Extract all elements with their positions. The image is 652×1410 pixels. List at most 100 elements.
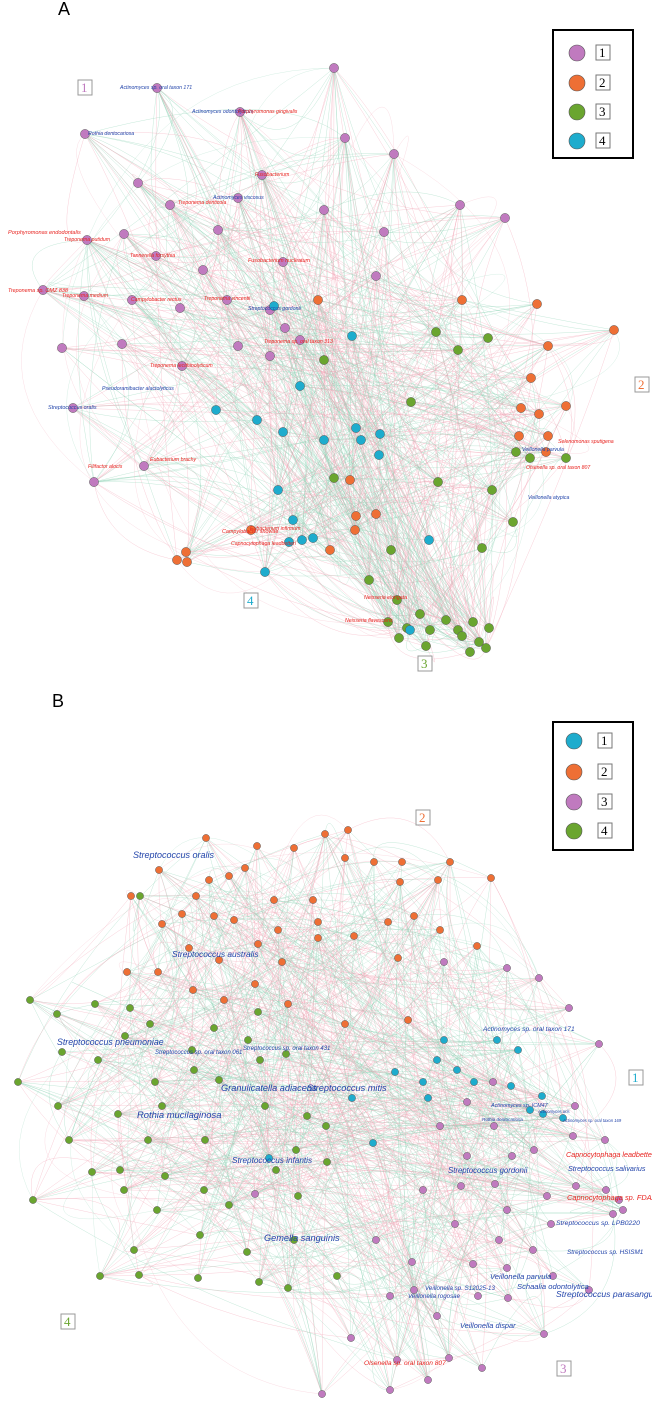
panel-a-species-label: Treponema medium bbox=[62, 293, 109, 299]
network-edge bbox=[130, 895, 220, 1081]
network-edge bbox=[93, 434, 520, 483]
network-edge bbox=[333, 67, 531, 459]
network-edge bbox=[204, 1097, 353, 1141]
network-edge bbox=[239, 111, 272, 573]
panel-a-node-purple bbox=[389, 149, 399, 159]
panel-b-node-purple bbox=[503, 964, 511, 972]
panel-b-node-purple bbox=[540, 1330, 548, 1338]
panel-a-species-label: Treponema denticola bbox=[178, 200, 226, 206]
network-edge bbox=[137, 895, 163, 1107]
svg-text:1: 1 bbox=[81, 80, 88, 95]
svg-text:1: 1 bbox=[632, 1070, 639, 1085]
panel-a-species-label: Treponema putidum bbox=[64, 237, 111, 243]
network-edge bbox=[143, 436, 325, 467]
network-edge bbox=[94, 921, 389, 1005]
network-edge bbox=[86, 239, 145, 467]
network-edge bbox=[138, 1274, 352, 1339]
network-edge bbox=[277, 345, 549, 491]
network-edge bbox=[156, 87, 400, 639]
network-edge bbox=[117, 1049, 519, 1115]
network-edge bbox=[32, 239, 88, 291]
network-edge bbox=[131, 299, 567, 459]
network-edge bbox=[323, 329, 615, 361]
network-edge bbox=[169, 204, 239, 347]
panel-b-species-label: Actinomyces sp. oral taxon 169 bbox=[562, 1118, 622, 1123]
network-edge bbox=[86, 239, 271, 311]
network-edge bbox=[155, 87, 178, 561]
panel-a-node-purple bbox=[80, 129, 90, 139]
network-edge bbox=[57, 1027, 215, 1107]
network-edge bbox=[97, 895, 197, 1061]
network-edge bbox=[360, 377, 532, 441]
panel-b-node-purple bbox=[609, 1210, 617, 1218]
network-edge bbox=[57, 879, 439, 1107]
panel-b-node-green bbox=[256, 1056, 264, 1064]
network-edge bbox=[456, 1069, 508, 1211]
network-edge bbox=[333, 67, 351, 481]
panel-b-node-orange bbox=[185, 944, 193, 952]
network-edge bbox=[130, 895, 483, 1369]
panel-b-node-purple bbox=[491, 1180, 499, 1188]
network-edge bbox=[61, 347, 325, 361]
network-edge bbox=[277, 929, 554, 1277]
network-edge bbox=[425, 929, 458, 1071]
network-edge bbox=[228, 875, 574, 1137]
network-edge bbox=[158, 869, 606, 1141]
network-edge bbox=[57, 895, 197, 1107]
panel-b-node-orange bbox=[123, 968, 131, 976]
panel-b-node-green bbox=[290, 1236, 298, 1244]
network-edge bbox=[469, 345, 549, 653]
network-edge bbox=[414, 451, 547, 615]
network-edge bbox=[254, 983, 479, 1297]
network-edge bbox=[466, 967, 512, 1157]
panel-b-node-orange bbox=[178, 910, 186, 918]
network-edge bbox=[258, 1271, 352, 1339]
network-edge bbox=[277, 489, 493, 499]
panel-b-node-purple bbox=[547, 1220, 555, 1228]
network-edge bbox=[158, 869, 462, 1187]
legend-a-dot-1 bbox=[568, 44, 586, 62]
network-edge bbox=[217, 229, 540, 415]
network-edge bbox=[333, 337, 489, 479]
network-edge bbox=[119, 983, 256, 1195]
network-edge bbox=[344, 137, 471, 653]
network-edge bbox=[490, 877, 564, 1119]
network-edge bbox=[288, 541, 392, 567]
network-edge bbox=[292, 413, 540, 521]
network-edge bbox=[42, 229, 219, 291]
panel-b-node-orange bbox=[341, 1020, 349, 1028]
panel-b-node-cyan bbox=[493, 1036, 501, 1044]
network-edge bbox=[161, 1053, 287, 1107]
panel-b-node-cyan bbox=[348, 1094, 356, 1102]
network-edge bbox=[223, 999, 409, 1021]
network-edge bbox=[179, 307, 271, 319]
network-edge bbox=[181, 365, 398, 601]
network-edge bbox=[264, 909, 449, 1107]
network-edge bbox=[156, 87, 549, 437]
network-edge bbox=[191, 899, 275, 1051]
network-edge bbox=[86, 67, 335, 241]
legend-b-dot-3 bbox=[565, 793, 583, 811]
network-edge bbox=[416, 1209, 508, 1381]
panel-b-node-purple bbox=[451, 1220, 459, 1228]
network-edge bbox=[57, 1104, 576, 1107]
panel-b-node-cyan bbox=[470, 1078, 478, 1086]
network-edge bbox=[324, 833, 500, 1241]
network-edge bbox=[317, 299, 389, 623]
network-edge bbox=[123, 233, 474, 623]
panel-b-species-label: Streptococcus salivarius bbox=[568, 1164, 646, 1173]
network-edge bbox=[256, 419, 459, 631]
network-edge bbox=[117, 1113, 398, 1361]
network-edge bbox=[57, 999, 225, 1107]
panel-a-node-green bbox=[406, 397, 416, 407]
network-edge bbox=[299, 299, 463, 341]
network-edge bbox=[413, 1289, 430, 1381]
panel-letter-a: A bbox=[58, 0, 70, 19]
network-edge bbox=[213, 915, 266, 1107]
network-edge bbox=[292, 445, 517, 521]
network-edge bbox=[156, 87, 271, 357]
network-edge bbox=[139, 895, 266, 1107]
network-edge bbox=[413, 914, 508, 969]
cluster-number-b-1: 1 bbox=[628, 1069, 644, 1086]
panel-a-node-purple bbox=[175, 303, 185, 313]
